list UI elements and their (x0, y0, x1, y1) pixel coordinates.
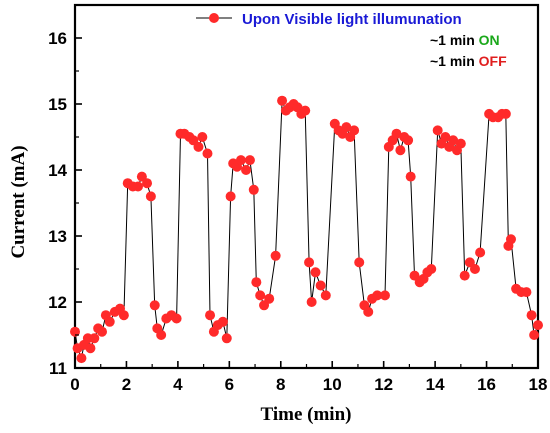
x-tick-label: 2 (122, 375, 131, 394)
data-point (505, 234, 516, 245)
y-tick-label: 11 (49, 359, 67, 378)
data-point (521, 287, 532, 298)
data-point (76, 353, 87, 364)
legend: Upon Visible light illumunation ~1 min O… (196, 11, 507, 69)
data-point (306, 297, 317, 307)
x-tick-label: 10 (323, 375, 342, 394)
data-point (310, 267, 321, 278)
y-tick-label: 12 (48, 293, 67, 312)
data-point (391, 128, 402, 139)
data-point (241, 165, 252, 175)
x-tick-label: 8 (276, 375, 285, 394)
data-point (156, 330, 167, 340)
data-point (217, 316, 228, 327)
series-markers (70, 95, 543, 364)
data-point (341, 122, 352, 133)
data-point (469, 264, 480, 274)
x-tick-label: 6 (225, 375, 234, 394)
legend-on-prefix: ~1 min (430, 32, 479, 48)
x-tick-label: 16 (477, 375, 496, 394)
data-point (349, 125, 360, 136)
legend-off-word: OFF (479, 53, 507, 69)
legend-marker-swatch (209, 13, 219, 23)
data-point (270, 250, 281, 261)
data-point (500, 108, 511, 119)
legend-off-prefix: ~1 min (430, 53, 479, 69)
data-point (315, 280, 326, 291)
data-point (133, 181, 144, 192)
x-tick-label: 12 (374, 375, 393, 394)
y-axis: 11 12 13 14 15 16 (48, 4, 82, 378)
data-point (448, 135, 459, 146)
x-tick-label: 18 (529, 375, 548, 394)
data-point (432, 125, 443, 136)
x-tick-label: 0 (70, 375, 79, 394)
data-point (142, 178, 153, 189)
y-tick-label: 14 (48, 161, 67, 180)
data-point (403, 135, 414, 146)
data-point (277, 95, 288, 106)
data-point (255, 290, 266, 301)
legend-on-line: ~1 min ON (430, 32, 500, 48)
x-axis-title: Time (min) (261, 404, 352, 425)
data-point (205, 310, 216, 321)
data-point (395, 145, 406, 156)
data-point (405, 171, 416, 182)
y-tick-label: 16 (48, 29, 67, 48)
legend-off-line: ~1 min OFF (430, 53, 507, 69)
data-point (244, 155, 255, 166)
y-tick-label: 15 (48, 95, 67, 114)
x-tick-label: 4 (173, 375, 183, 394)
y-axis-title: Current (mA) (8, 145, 29, 258)
data-point (149, 300, 160, 311)
data-point (221, 333, 232, 344)
data-point (320, 290, 331, 301)
data-point (202, 148, 213, 159)
data-point (89, 333, 100, 344)
x-tick-label: 14 (426, 375, 445, 394)
legend-series-label: Upon Visible light illumunation (242, 11, 462, 28)
data-point (372, 290, 383, 301)
data-point (426, 264, 437, 274)
data-point (85, 343, 96, 354)
data-point (193, 141, 204, 152)
data-point (248, 184, 259, 195)
plot-area (70, 3, 543, 370)
x-axis: 0 2 4 6 8 10 12 14 16 18 (70, 361, 547, 394)
data-point (300, 105, 311, 116)
series-line (74, 100, 539, 360)
data-point (304, 257, 315, 268)
data-point (70, 326, 80, 337)
data-point (251, 277, 262, 288)
data-point (225, 191, 236, 202)
data-point (171, 313, 182, 324)
data-point (354, 257, 365, 268)
data-point (379, 290, 390, 301)
legend-on-word: ON (479, 32, 500, 48)
data-point (97, 326, 108, 337)
data-point (459, 270, 470, 281)
data-point (197, 132, 208, 142)
data-point (440, 132, 451, 142)
data-point (533, 320, 543, 331)
data-point (235, 155, 246, 166)
data-point (529, 330, 540, 340)
data-point (104, 316, 115, 327)
data-point (145, 191, 156, 202)
y-tick-label: 13 (48, 227, 67, 246)
data-point (455, 138, 466, 149)
data-point (264, 293, 275, 304)
data-point (475, 247, 486, 258)
data-point (526, 310, 537, 321)
data-point (118, 310, 129, 321)
data-point (363, 306, 374, 317)
